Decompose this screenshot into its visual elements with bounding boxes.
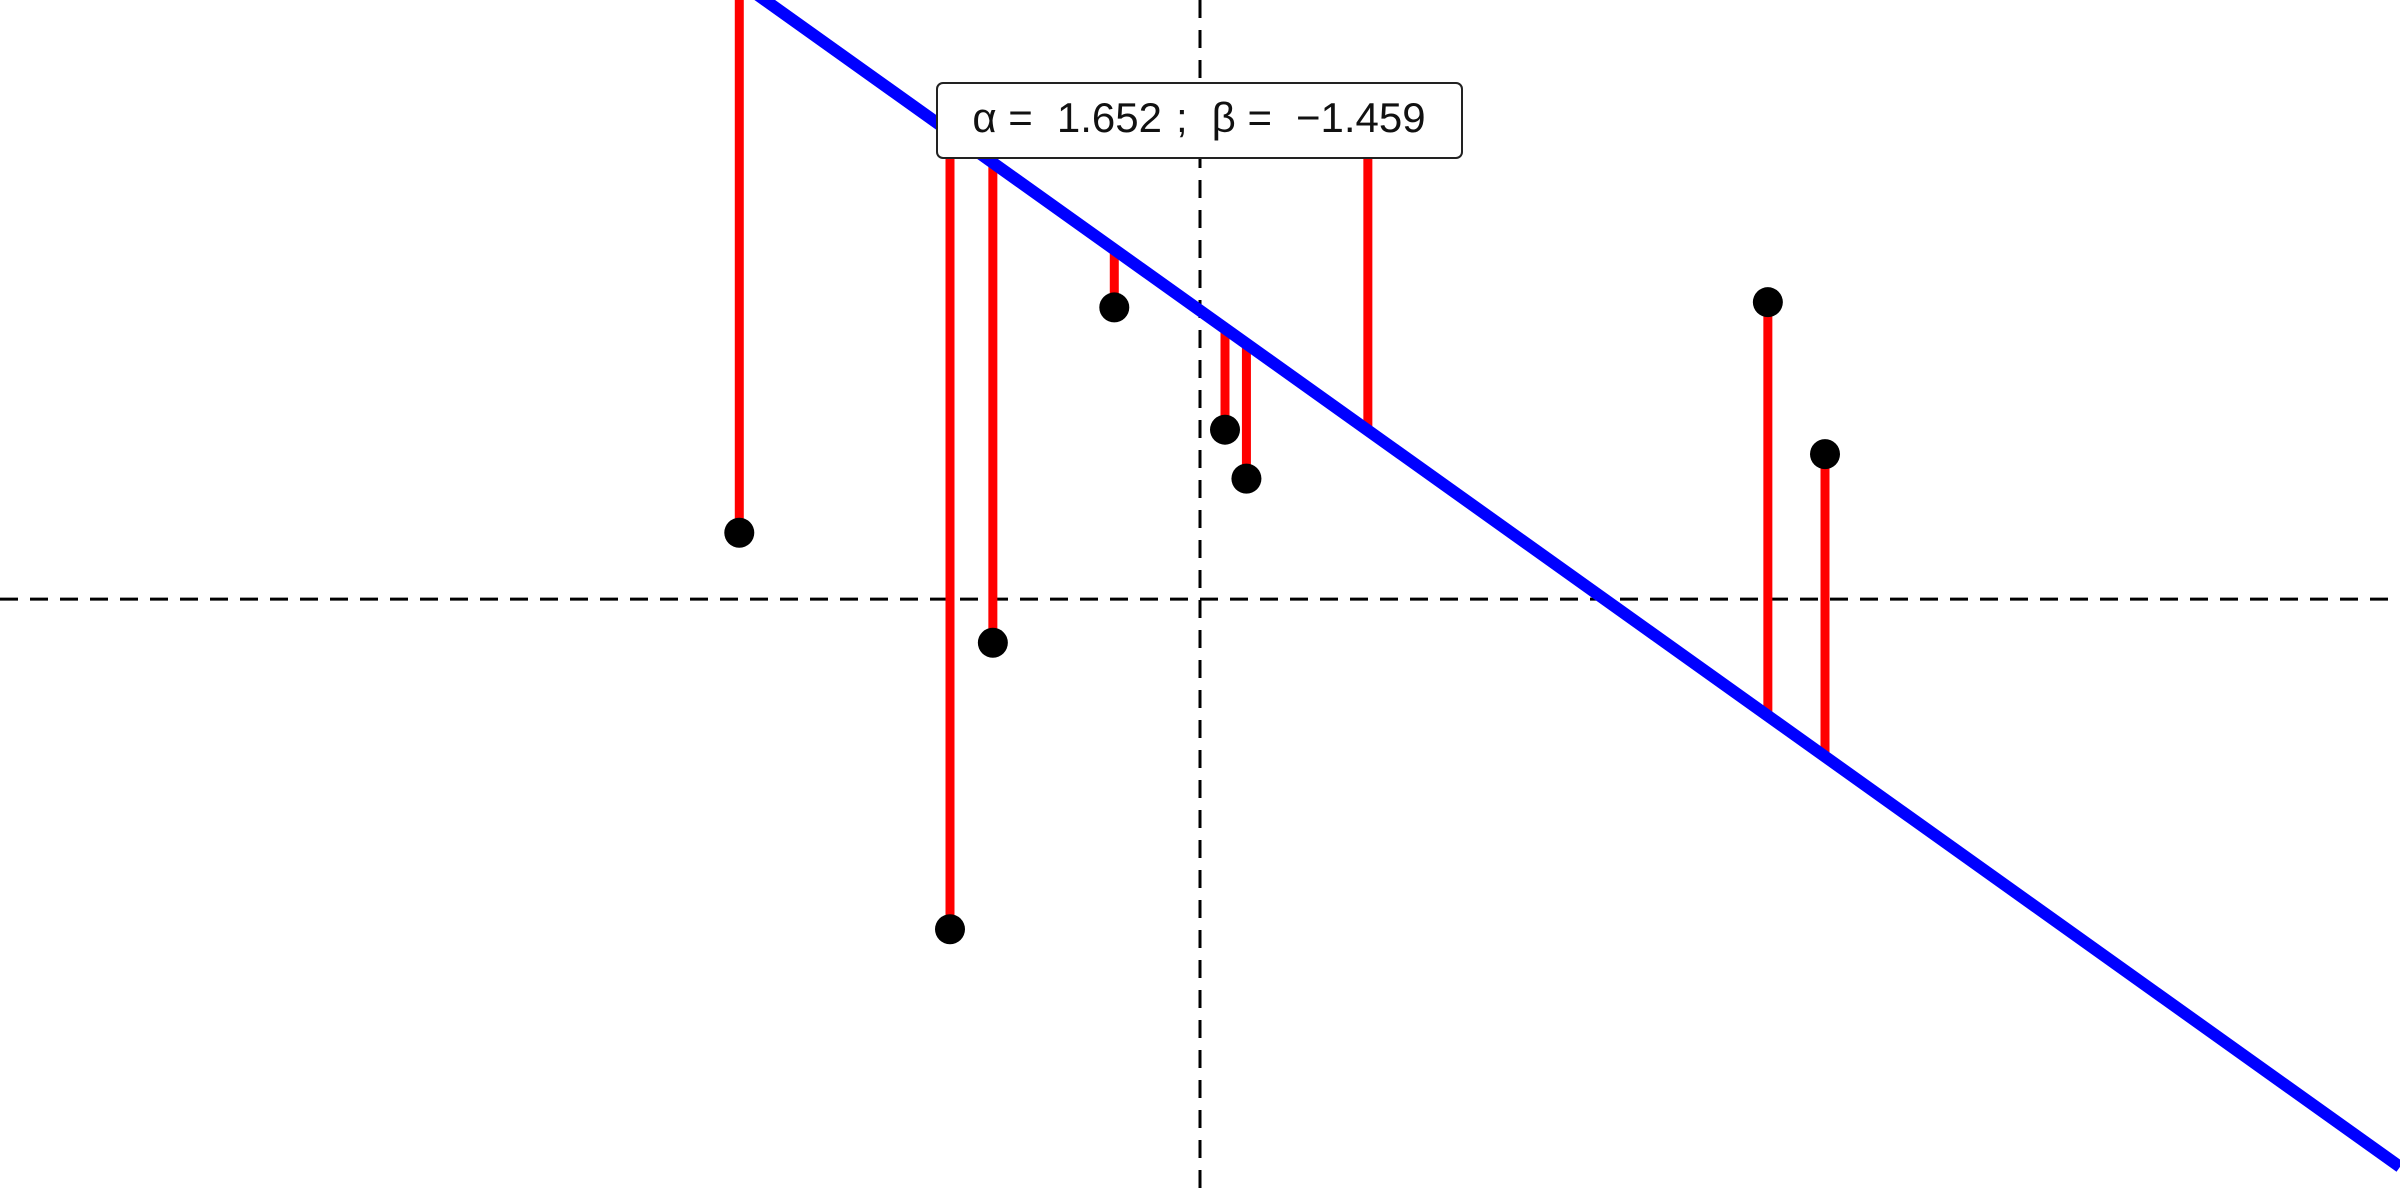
residuals bbox=[734, 0, 1830, 930]
point bbox=[1099, 292, 1130, 323]
point bbox=[724, 517, 755, 548]
point bbox=[1231, 463, 1262, 494]
separator: ; bbox=[1176, 94, 1188, 141]
point bbox=[1210, 414, 1240, 445]
point bbox=[1752, 287, 1783, 318]
beta-name: β = bbox=[1212, 94, 1272, 141]
label-box bbox=[936, 82, 1463, 159]
label-text: α = 1.652; β = −1.459 bbox=[972, 94, 1425, 141]
point bbox=[977, 627, 1008, 658]
points bbox=[724, 100, 1840, 945]
alpha-value: 1.652 bbox=[1057, 94, 1162, 141]
alpha-name: α = bbox=[972, 94, 1032, 141]
fit-label: α = 1.652; β = −1.459 bbox=[936, 82, 1463, 159]
fit-line-group bbox=[754, 0, 2400, 1172]
point bbox=[935, 914, 965, 945]
point bbox=[1810, 439, 1840, 470]
beta-value: −1.459 bbox=[1296, 94, 1426, 141]
fit-line bbox=[754, 0, 2400, 1172]
